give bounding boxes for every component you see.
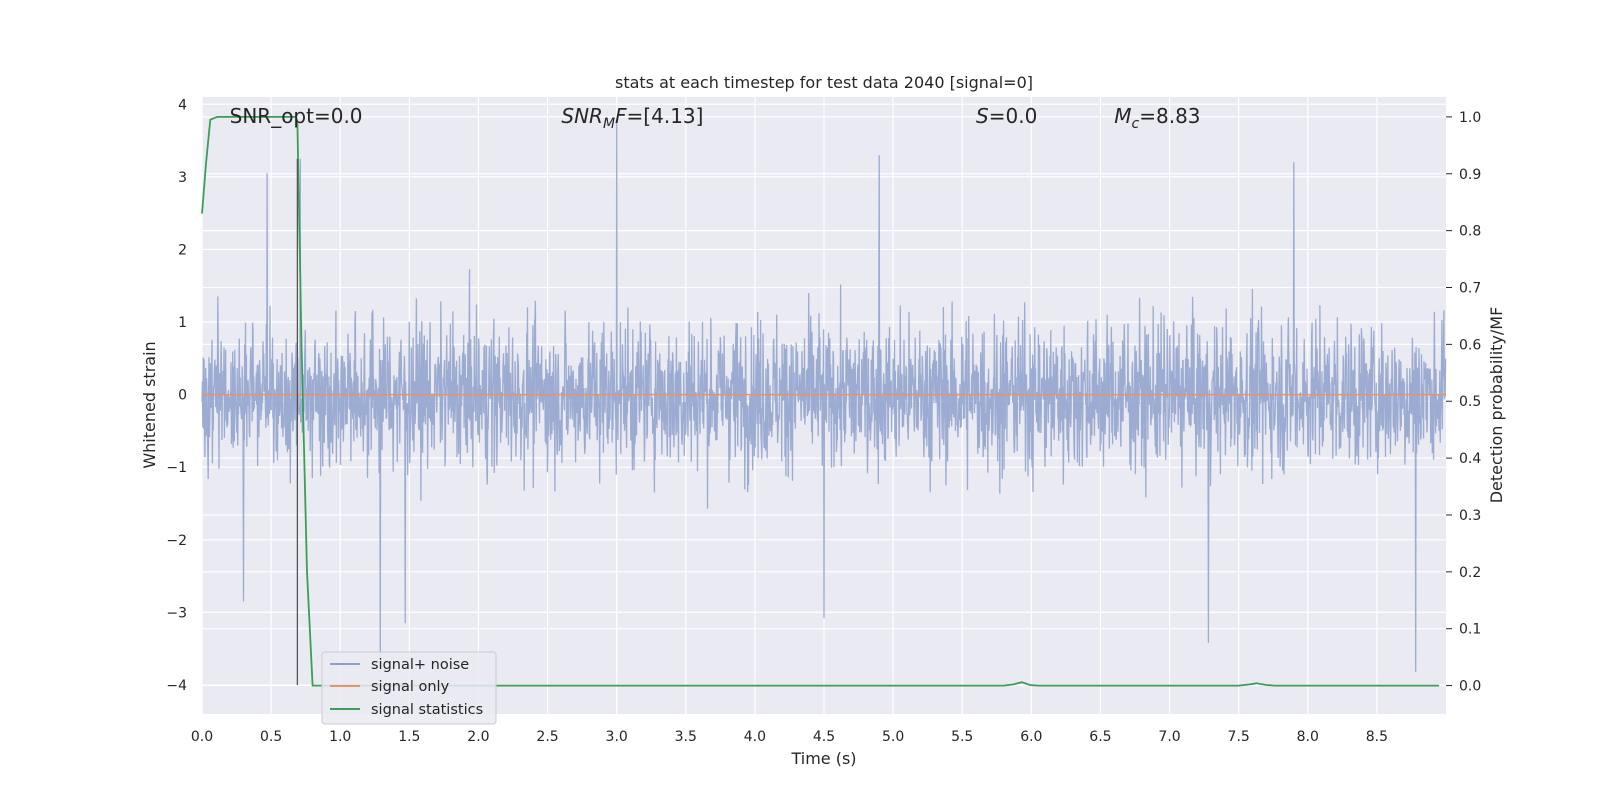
annotation-text: Mc=8.83 — [1114, 104, 1200, 132]
y-left-tick-label: −2 — [166, 533, 187, 549]
y-left-tick-label: 0 — [178, 388, 187, 404]
x-tick-label: 2.0 — [467, 729, 489, 745]
x-tick-label: 4.5 — [813, 729, 835, 745]
x-tick-label: 0.0 — [191, 729, 213, 745]
y-left-tick-label: −4 — [166, 678, 187, 694]
x-tick-label: 7.5 — [1228, 729, 1250, 745]
y-right-tick-label: 0.7 — [1459, 281, 1481, 297]
annotation-suffix: =0.0 — [989, 104, 1038, 128]
annotation-main: M — [1114, 104, 1131, 128]
y-right-tick-label: 1.0 — [1459, 110, 1481, 126]
tick-layer: 0.0 0.5 1.0 1.5 2.0 2.5 3.0 3.5 4.0 4.5 5.0 5.5 6.0 6… — [166, 97, 1481, 745]
annotation-value: =[4.13] — [627, 104, 704, 128]
x-axis-title: Time (s) — [790, 749, 856, 768]
x-tick-label: 8.0 — [1297, 729, 1319, 745]
x-tick-label: 6.0 — [1020, 729, 1042, 745]
legend-box — [321, 651, 497, 725]
annotation-main: SNR — [561, 104, 603, 128]
x-tick-label: 0.5 — [260, 729, 282, 745]
y-right-tick-label: 0.1 — [1459, 622, 1481, 638]
x-tick-label: 2.5 — [536, 729, 558, 745]
x-tick-label: 4.0 — [744, 729, 766, 745]
annotation-suffix: =8.83 — [1139, 104, 1200, 128]
x-tick-label: 5.5 — [951, 729, 973, 745]
legend-label-signal-noise: signal+ noise — [371, 657, 469, 673]
x-tick-label: 3.0 — [606, 729, 628, 745]
y-right-tick-label: 0.6 — [1459, 337, 1481, 353]
x-tick-label: 7.0 — [1158, 729, 1180, 745]
y-left-tick-label: 3 — [178, 170, 187, 186]
chart-title: stats at each timestep for test data 204… — [615, 73, 1033, 92]
x-tick-label: 1.5 — [398, 729, 420, 745]
y-left-tick-label: 2 — [178, 242, 187, 258]
annotation-subscript: c — [1132, 116, 1140, 132]
y-left-tick-label: −1 — [166, 460, 187, 476]
x-tick-label: 8.5 — [1366, 729, 1388, 745]
signal-statistics-line — [201, 116, 1440, 687]
x-tick-label: 6.5 — [1089, 729, 1111, 745]
y-right-tick-label: 0.9 — [1459, 167, 1481, 183]
y-right-tick-label: 0.5 — [1459, 394, 1481, 410]
annotation-text: SNRMF=[4.13] — [561, 104, 703, 132]
y-right-tick-label: 0.8 — [1459, 224, 1481, 240]
annotation-layer: SNR_opt=0.0 SNRMF=[4.13] S=0.0 Mc=8.83 — [230, 104, 1201, 132]
annotation-subscript: M — [603, 116, 615, 132]
x-tick-label: 5.0 — [882, 729, 904, 745]
y-left-tick-label: −3 — [166, 605, 187, 621]
legend: signal+ noise signal only signal statist… — [321, 651, 497, 725]
legend-label-signal-statistics: signal statistics — [371, 702, 483, 718]
y-left-tick-label: 1 — [178, 315, 187, 331]
annotation-text: SNR_opt=0.0 — [230, 104, 363, 128]
annotation-main: S — [976, 104, 989, 128]
y-right-tick-label: 0.4 — [1459, 451, 1481, 467]
y-left-tick-label: 4 — [178, 97, 187, 113]
y-right-tick-label: 0.3 — [1459, 508, 1481, 524]
annotation-main: SNR_opt=0.0 — [230, 104, 363, 128]
y-right-tick-label: 0.2 — [1459, 565, 1481, 581]
annotation-text: S=0.0 — [976, 104, 1037, 128]
x-tick-label: 1.0 — [329, 729, 351, 745]
signal-statistics-series — [201, 116, 1440, 687]
annotation-suffix: F — [615, 104, 627, 128]
legend-label-signal-only: signal only — [371, 679, 450, 695]
y-axis-right-title: Detection probability/MF — [1487, 307, 1506, 504]
y-right-tick-label: 0.0 — [1459, 679, 1481, 695]
x-tick-label: 3.5 — [675, 729, 697, 745]
y-axis-left-title: Whitened strain — [140, 341, 159, 468]
